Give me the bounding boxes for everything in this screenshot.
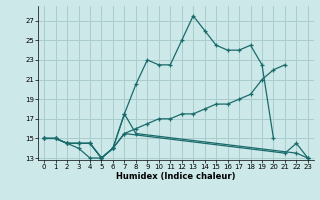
X-axis label: Humidex (Indice chaleur): Humidex (Indice chaleur) (116, 172, 236, 181)
